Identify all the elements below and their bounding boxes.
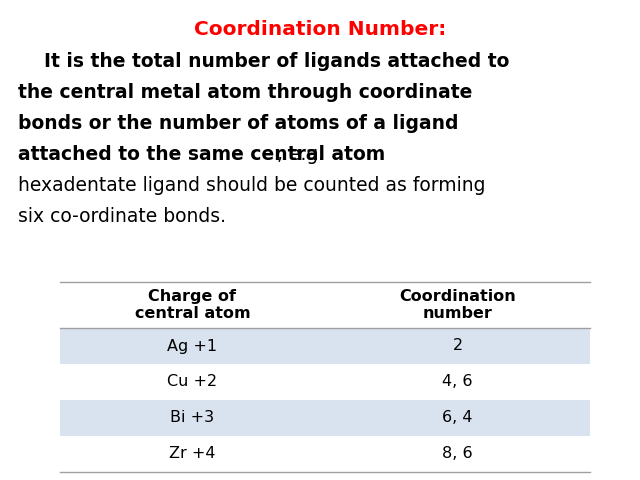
Bar — [60, 436, 590, 472]
Text: Charge of
central atom: Charge of central atom — [134, 289, 250, 321]
Text: Zr +4: Zr +4 — [169, 446, 216, 461]
Text: 2: 2 — [452, 338, 463, 353]
Bar — [60, 328, 590, 364]
Text: Cu +2: Cu +2 — [168, 374, 218, 389]
Text: 6, 4: 6, 4 — [442, 410, 473, 425]
Text: Bi +3: Bi +3 — [170, 410, 214, 425]
Text: 8, 6: 8, 6 — [442, 446, 473, 461]
Text: six co-ordinate bonds.: six co-ordinate bonds. — [18, 207, 226, 226]
Text: Coordination
number: Coordination number — [399, 289, 516, 321]
Text: It is the total number of ligands attached to: It is the total number of ligands attach… — [18, 52, 509, 71]
Text: hexadentate ligand should be counted as forming: hexadentate ligand should be counted as … — [18, 176, 486, 195]
Text: , e.g.: , e.g. — [277, 145, 324, 164]
Text: Ag +1: Ag +1 — [168, 338, 218, 353]
Text: bonds or the number of atoms of a ligand: bonds or the number of atoms of a ligand — [18, 114, 458, 133]
Bar — [60, 364, 590, 400]
Text: 4, 6: 4, 6 — [442, 374, 473, 389]
Text: the central metal atom through coordinate: the central metal atom through coordinat… — [18, 83, 472, 102]
Text: attached to the same central atom: attached to the same central atom — [18, 145, 385, 164]
Text: Coordination Number:: Coordination Number: — [194, 20, 446, 39]
Bar — [60, 400, 590, 436]
